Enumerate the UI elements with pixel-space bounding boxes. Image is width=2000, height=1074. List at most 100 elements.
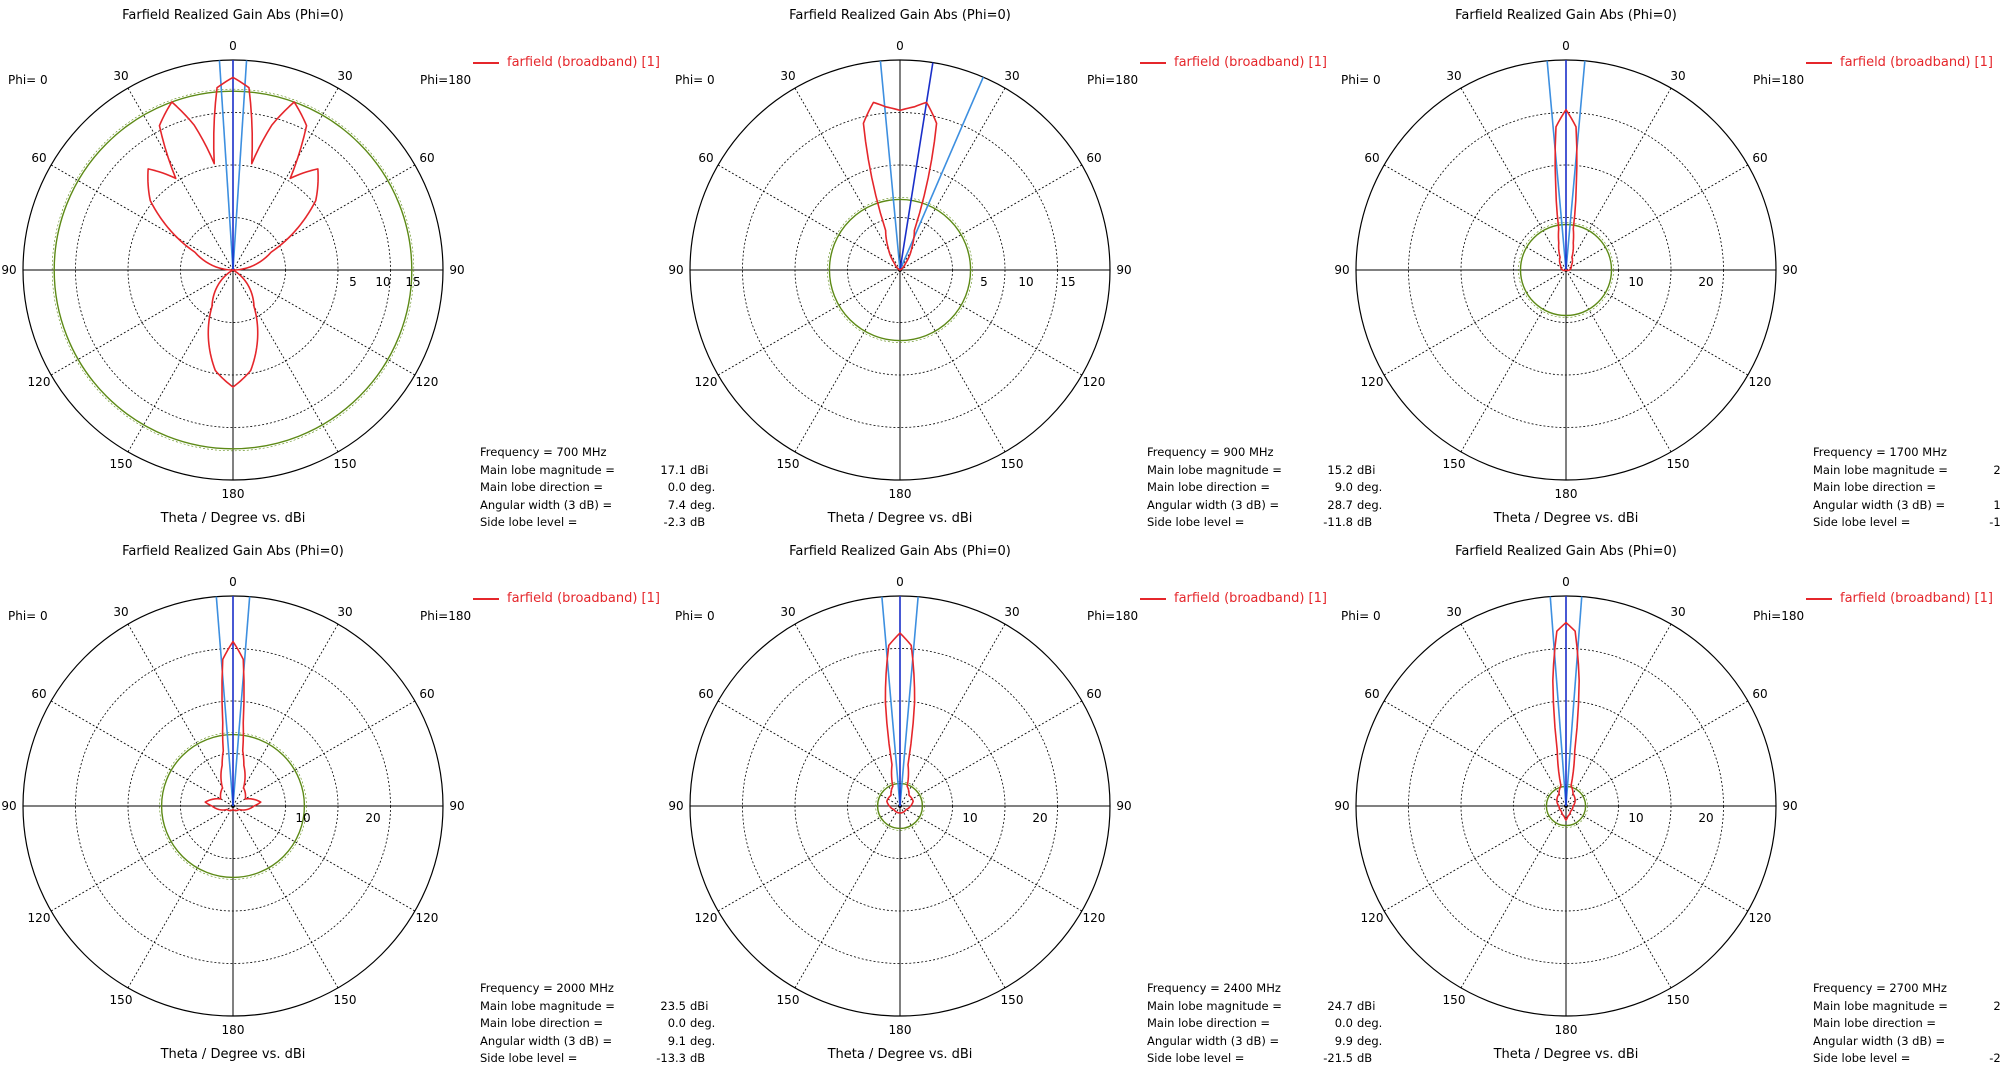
stats-unit: dB bbox=[1357, 515, 1373, 529]
stats-unit: dB bbox=[690, 515, 706, 529]
phi-label-right: Phi=180 bbox=[420, 609, 472, 623]
angle-tick-label: 30 bbox=[113, 69, 128, 83]
beam-width-line bbox=[899, 596, 919, 807]
stats-row: Main lobe magnitude =22.9dBi bbox=[1813, 462, 2000, 480]
stats-block: Frequency = 2000 MHz Main lobe magnitude … bbox=[480, 980, 715, 1068]
stats-value: 23.5 bbox=[660, 998, 686, 1013]
radial-tick-label: 10 bbox=[375, 275, 390, 289]
stats-value: -16.4 bbox=[1989, 515, 2000, 529]
stats-value: 22.9 bbox=[1993, 462, 2000, 477]
angle-tick-label: 60 bbox=[419, 151, 434, 165]
legend-swatch bbox=[473, 597, 499, 600]
angle-tick-label: 150 bbox=[777, 993, 800, 1007]
grid-spoke bbox=[899, 623, 1006, 807]
side-lobe-circle-dashed bbox=[875, 781, 925, 831]
grid-spoke bbox=[232, 269, 339, 453]
side-lobe-circle-dashed bbox=[827, 197, 973, 343]
x-axis-label: Theta / Degree vs. dBi bbox=[827, 511, 973, 526]
angle-tick-label: 120 bbox=[1749, 911, 1772, 925]
stats-label: Angular width (3 dB) = bbox=[480, 1033, 613, 1048]
chart-title: Farfield Realized Gain Abs (Phi=0) bbox=[789, 8, 1011, 23]
stats-value: 17.1 bbox=[660, 462, 686, 477]
legend-label: farfield (broadband) [1] bbox=[507, 55, 660, 70]
angle-tick-label: 120 bbox=[1361, 911, 1384, 925]
stats-row: Main lobe direction = 0.0 deg. bbox=[480, 479, 715, 497]
angle-tick-label: 150 bbox=[334, 457, 357, 471]
angle-tick-label: 30 bbox=[1004, 605, 1019, 619]
radial-tick-label: 10 bbox=[1628, 275, 1643, 289]
beam-width-line bbox=[232, 596, 251, 807]
stats-label: Main lobe magnitude = bbox=[1147, 998, 1282, 1013]
grid-spoke bbox=[1565, 623, 1672, 807]
stats-block: Frequency = 700 MHz Main lobe magnitude =… bbox=[480, 444, 715, 532]
angle-tick-label: 60 bbox=[1752, 151, 1767, 165]
stats-block: Frequency = 2700 MHz Main lobe magnitude … bbox=[1813, 980, 2000, 1068]
radial-tick-label: 20 bbox=[365, 811, 380, 825]
angle-tick-label: 90 bbox=[449, 263, 464, 277]
phi-label-left: Phi= 0 bbox=[1341, 73, 1381, 87]
stats-label: Main lobe direction = bbox=[1147, 1016, 1271, 1030]
stats-unit: dBi bbox=[1357, 462, 1376, 477]
angle-tick-label: 150 bbox=[110, 457, 133, 471]
phi-label-left: Phi= 0 bbox=[8, 73, 48, 87]
angle-tick-label: 180 bbox=[1555, 487, 1578, 501]
grid-spoke bbox=[717, 164, 901, 271]
angle-tick-label: 60 bbox=[1086, 151, 1101, 165]
angle-tick-label: 90 bbox=[1334, 799, 1349, 813]
radial-tick-label: 5 bbox=[980, 275, 988, 289]
stats-row: Frequency = 700 MHz bbox=[480, 444, 715, 462]
chart-panel: 0 30 60 90 120 150 180 150 120 90 60 30 10 20 Farfield… bbox=[1333, 0, 2000, 535]
angle-tick-label: 150 bbox=[1001, 993, 1024, 1007]
stats-unit: deg. bbox=[1357, 497, 1383, 512]
angle-tick-label: 90 bbox=[1334, 263, 1349, 277]
legend: farfield (broadband) [1] bbox=[1140, 591, 1327, 606]
beam-width-line bbox=[881, 596, 901, 807]
beam-width-line bbox=[232, 60, 248, 271]
angle-tick-label: 60 bbox=[1086, 687, 1101, 701]
stats-row: Main lobe direction = 9.0 deg. bbox=[1147, 479, 1382, 497]
legend: farfield (broadband) [1] bbox=[473, 591, 660, 606]
stats-row: Main lobe direction = 0.0 deg. bbox=[1147, 1015, 1382, 1033]
angle-tick-label: 150 bbox=[1667, 993, 1690, 1007]
angle-tick-label: 150 bbox=[334, 993, 357, 1007]
chart-panel: 0 30 60 90 120 150 180 150 120 90 60 30 10 20 Farfield… bbox=[667, 536, 1382, 1071]
radial-tick-label: 10 bbox=[1628, 811, 1643, 825]
polar-plot: 0 30 60 90 120 150 180 150 120 90 60 30 10 20 bbox=[1, 575, 464, 1037]
stats-label: Angular width (3 dB) = bbox=[1147, 497, 1280, 512]
stats-value: 7.4 bbox=[667, 497, 686, 512]
radial-tick-label: 5 bbox=[349, 275, 357, 289]
grid-spoke bbox=[1383, 164, 1567, 271]
angle-tick-label: 60 bbox=[31, 687, 46, 701]
phi-label-right: Phi=180 bbox=[1087, 73, 1139, 87]
stats-label: Main lobe direction = bbox=[480, 480, 604, 494]
stats-unit: dBi bbox=[690, 462, 709, 477]
angle-tick-label: 60 bbox=[419, 687, 434, 701]
radial-tick-label: 20 bbox=[1698, 275, 1713, 289]
stats-label: Side lobe level = bbox=[480, 515, 578, 529]
grid-spoke bbox=[899, 700, 1083, 807]
grid-spoke bbox=[1565, 269, 1672, 453]
grid-spoke bbox=[717, 269, 901, 376]
radial-tick-label: 10 bbox=[295, 811, 310, 825]
stats-label: Side lobe level = bbox=[1813, 515, 1911, 529]
x-axis-label: Theta / Degree vs. dBi bbox=[1493, 511, 1639, 526]
stats-label: Frequency = 2000 MHz bbox=[480, 981, 614, 995]
stats-label: Angular width (3 dB) = bbox=[1813, 1033, 1946, 1048]
grid-spoke bbox=[899, 805, 1006, 989]
grid-spoke bbox=[50, 164, 234, 271]
polar-plot: 0 30 60 90 120 150 180 150 120 90 60 30 10 20 bbox=[668, 575, 1131, 1037]
angle-tick-label: 150 bbox=[1443, 993, 1466, 1007]
stats-label: Angular width (3 dB) = bbox=[480, 497, 613, 512]
angle-tick-label: 180 bbox=[889, 487, 912, 501]
stats-row: Main lobe magnitude = 15.2 dBi bbox=[1147, 462, 1382, 480]
gain-pattern-line bbox=[147, 76, 319, 388]
legend-swatch bbox=[1140, 597, 1166, 600]
side-lobe-circle-dashed bbox=[1518, 222, 1614, 318]
stats-block: Frequency = 900 MHz Main lobe magnitude =… bbox=[1147, 444, 1382, 532]
stats-row: Side lobe level =-23.4dB bbox=[1813, 1050, 2000, 1068]
grid-spoke bbox=[1460, 623, 1567, 807]
angle-tick-label: 30 bbox=[1670, 69, 1685, 83]
grid-spoke bbox=[899, 269, 1083, 376]
grid-spoke bbox=[794, 87, 901, 271]
stats-row: Angular width (3 dB) = 9.1 deg. bbox=[480, 1033, 715, 1051]
